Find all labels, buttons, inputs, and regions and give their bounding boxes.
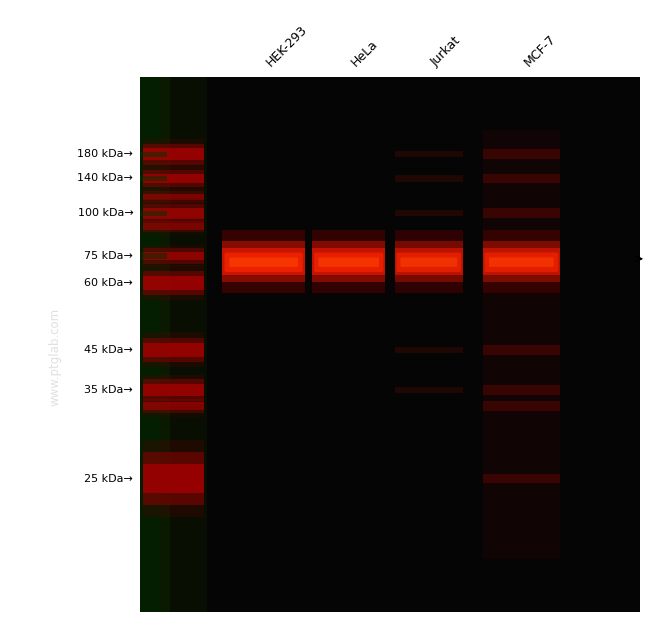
Bar [143,221,204,232]
Bar [222,241,305,283]
Bar [395,248,463,276]
Bar [313,230,385,293]
Bar [222,248,305,276]
Bar [395,387,463,393]
Bar [395,151,463,158]
Bar [143,399,204,413]
Bar [140,77,170,612]
Bar [143,166,204,191]
Bar [395,210,463,216]
Bar [482,473,560,484]
Bar [140,152,167,157]
FancyBboxPatch shape [484,253,558,272]
Bar [143,174,204,183]
Text: MCF-7: MCF-7 [521,32,558,69]
Bar [313,248,385,276]
Bar [140,77,207,612]
Bar [143,452,204,505]
Bar [395,241,463,283]
Bar [143,194,204,200]
Text: HeLa: HeLa [348,37,380,69]
Bar [143,191,204,203]
Text: 180 kDa→: 180 kDa→ [77,149,133,160]
Bar [143,248,204,263]
Bar [395,175,463,182]
Bar [143,343,204,357]
Text: 45 kDa→: 45 kDa→ [84,345,133,355]
Bar [482,248,560,276]
Bar [395,253,463,259]
Bar [143,265,204,300]
Bar [143,396,204,417]
FancyBboxPatch shape [400,257,457,267]
Text: 25 kDa→: 25 kDa→ [84,473,133,484]
Bar [482,401,560,411]
Bar [143,380,204,401]
Bar [482,385,560,395]
Bar [395,346,463,353]
Bar [143,384,204,396]
Bar [313,241,385,283]
Text: HEK-293: HEK-293 [264,23,310,69]
Bar [143,402,204,410]
Bar [140,211,167,216]
FancyBboxPatch shape [229,257,298,267]
Bar [482,345,560,355]
Bar [140,175,167,181]
Bar [140,77,640,612]
Text: 35 kDa→: 35 kDa→ [84,385,133,395]
Bar [140,253,167,259]
FancyBboxPatch shape [396,253,461,272]
Bar [143,252,204,260]
Bar [143,144,204,165]
Bar [143,139,204,170]
FancyBboxPatch shape [224,253,303,272]
FancyBboxPatch shape [318,257,379,267]
Bar [143,332,204,367]
Text: www.ptglab.com: www.ptglab.com [49,308,62,406]
Bar [143,204,204,223]
Bar [395,230,463,293]
Bar [143,375,204,405]
Bar [143,276,204,290]
Bar [143,208,204,219]
Bar [143,464,204,493]
Bar [222,230,305,293]
FancyBboxPatch shape [489,257,554,267]
Bar [143,170,204,187]
Text: 75 kDa→: 75 kDa→ [84,251,133,261]
Bar [143,223,204,230]
Bar [482,130,560,559]
Bar [143,199,204,227]
Bar [143,440,204,517]
Bar [143,149,204,160]
Bar [482,174,560,183]
Bar [140,77,160,612]
Bar [143,245,204,267]
Bar [482,251,560,261]
Bar [143,189,204,205]
Bar [482,149,560,159]
Bar [482,209,560,218]
Text: Jurkat: Jurkat [429,34,463,69]
Bar [482,241,560,283]
FancyBboxPatch shape [314,253,384,272]
Text: 140 kDa→: 140 kDa→ [77,174,133,183]
Bar [143,271,204,295]
Text: 100 kDa→: 100 kDa→ [77,208,133,218]
Bar [143,218,204,235]
Bar [143,338,204,362]
Text: 60 kDa→: 60 kDa→ [84,278,133,288]
Bar [482,230,560,293]
